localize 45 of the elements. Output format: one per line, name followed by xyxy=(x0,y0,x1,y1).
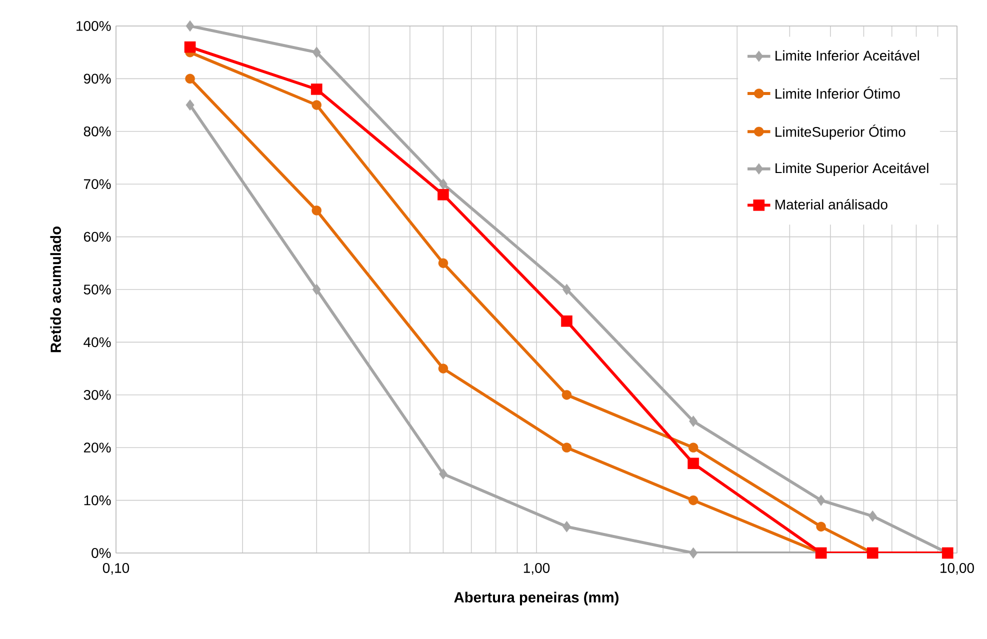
point xyxy=(562,520,571,532)
point xyxy=(312,284,321,296)
y-tick-label: 10% xyxy=(84,495,111,506)
x-tick-label: 1,00 xyxy=(524,563,550,575)
point xyxy=(688,458,699,470)
point xyxy=(185,74,195,84)
point xyxy=(562,442,572,452)
x-tick-label: 10,00 xyxy=(940,563,974,575)
y-tick-label: 20% xyxy=(84,442,111,453)
legend-label: Limite Inferior Aceitável xyxy=(776,50,919,61)
point xyxy=(689,547,698,559)
y-tick-label: 90% xyxy=(84,74,111,84)
point xyxy=(438,178,448,190)
legend-label: Material análisado xyxy=(776,199,888,210)
legend-label: LimiteSuperior Ótimo xyxy=(776,124,906,140)
x-tick-label: 0,10 xyxy=(102,563,130,575)
legend-label: Limite Inferior Ótimo xyxy=(776,86,900,99)
point xyxy=(186,20,194,32)
y-tick-label: 50% xyxy=(84,284,111,294)
point xyxy=(312,206,322,216)
point xyxy=(562,390,572,400)
point xyxy=(688,495,698,506)
y-tick-label: 100% xyxy=(76,21,111,31)
y-tick-label: 60% xyxy=(84,232,111,242)
y-tick-label: 70% xyxy=(84,179,111,190)
point xyxy=(688,442,698,452)
point xyxy=(562,284,571,296)
point xyxy=(438,258,448,268)
point xyxy=(561,315,572,327)
point xyxy=(438,188,449,200)
point xyxy=(438,364,448,374)
y-tick-label: 80% xyxy=(84,126,111,136)
point xyxy=(186,99,194,111)
y-tick-label: 30% xyxy=(84,390,111,400)
x-axis-title: Abertura peneiras (mm) xyxy=(454,592,618,606)
point xyxy=(312,46,321,58)
point xyxy=(310,84,322,95)
y-axis-title: Retido acumulado xyxy=(50,226,61,352)
y-tick-label: 0% xyxy=(92,548,111,558)
point xyxy=(689,416,698,427)
legend-label: Limite Superior Aceitável xyxy=(776,162,928,176)
point xyxy=(312,100,322,110)
point xyxy=(184,41,196,53)
y-tick-label: 40% xyxy=(84,337,111,348)
point xyxy=(438,468,448,480)
